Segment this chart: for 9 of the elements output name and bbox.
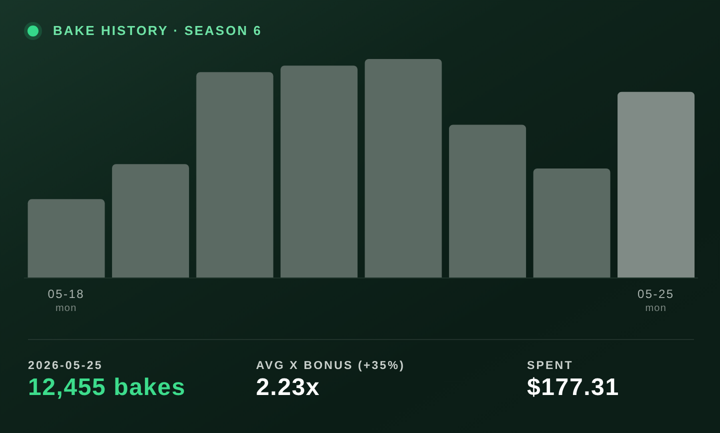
text: AVG X BONUS (+35%): [256, 359, 406, 373]
x-tick-label: 05-25 mon: [638, 287, 674, 314]
text: SPENT: [527, 359, 574, 373]
text: 2026-05-25: [28, 359, 104, 373]
chart-title: BAKE HISTORY · SEASON 6: [53, 23, 262, 39]
text: 12,455 bakes: [28, 374, 186, 402]
text: 2.23x: [256, 374, 322, 402]
text: $177.31: [527, 374, 620, 402]
x-tick-label: 05-18 mon: [48, 287, 84, 314]
